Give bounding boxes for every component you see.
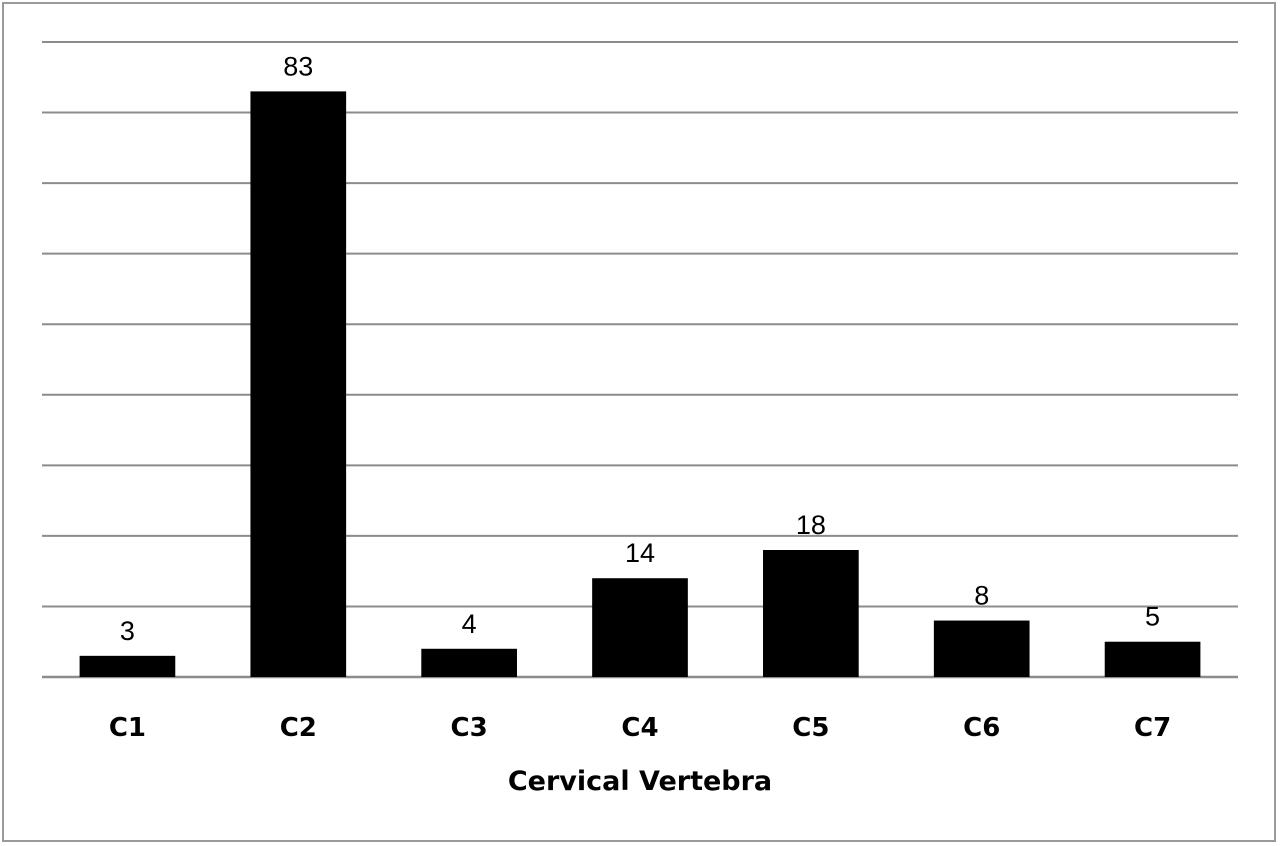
data-label-c6: 8 xyxy=(974,581,989,611)
bar-c5 xyxy=(763,550,859,677)
category-label-c6: C6 xyxy=(963,713,1000,743)
data-labels: 3 83 4 14 18 8 5 xyxy=(120,51,1160,645)
data-label-c4: 14 xyxy=(625,538,655,568)
category-labels: C1 C2 C3 C4 C5 C6 C7 xyxy=(109,713,1171,743)
category-label-c2: C2 xyxy=(280,713,317,743)
data-label-c5: 18 xyxy=(796,510,826,540)
category-label-c3: C3 xyxy=(451,713,488,743)
bar-c7 xyxy=(1104,641,1201,677)
gridlines xyxy=(42,41,1238,679)
bar-c1 xyxy=(79,655,176,677)
category-label-c5: C5 xyxy=(792,713,829,743)
bar-c4 xyxy=(592,578,688,677)
category-label-c7: C7 xyxy=(1134,713,1171,743)
bars xyxy=(79,91,1201,677)
bar-c2 xyxy=(250,91,347,677)
data-label-c3: 4 xyxy=(462,609,477,639)
category-label-c4: C4 xyxy=(621,713,658,743)
bar-c3 xyxy=(421,648,517,677)
x-axis-title: Cervical Vertebra xyxy=(508,766,772,797)
bar-c6 xyxy=(933,620,1030,677)
data-label-c7: 5 xyxy=(1145,602,1160,632)
category-label-c1: C1 xyxy=(109,713,146,743)
data-label-c1: 3 xyxy=(120,616,135,646)
data-label-c2: 83 xyxy=(283,51,313,81)
